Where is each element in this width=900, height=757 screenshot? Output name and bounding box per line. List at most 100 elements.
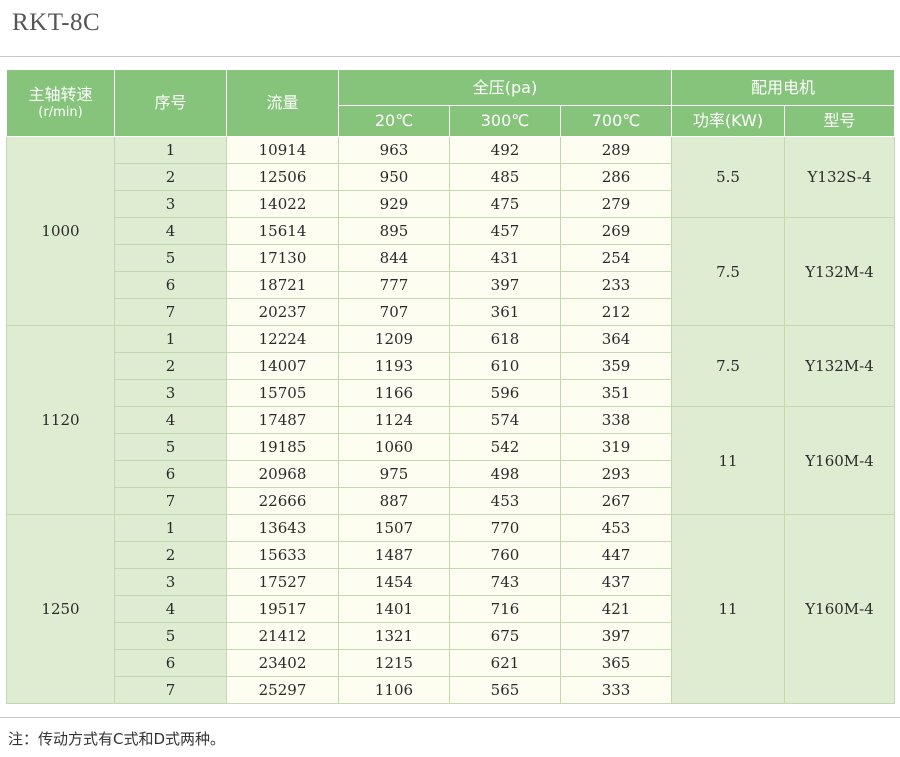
flow-cell: 17527 xyxy=(226,568,339,596)
bottom-divider xyxy=(0,717,900,718)
pressure-700-cell: 364 xyxy=(559,325,673,353)
table-row: 7 22666 887 453 267 xyxy=(7,487,895,515)
table-body: 1000 1 10914 963 492 289 5.5 Y132S-4 2 12506 950 48… xyxy=(6,136,896,704)
pressure-700-cell: 453 xyxy=(559,514,673,542)
flow-cell: 14022 xyxy=(226,190,339,218)
pressure-700-cell: 293 xyxy=(559,460,673,488)
speed-cell: 1250 xyxy=(6,514,115,704)
flow-cell: 22666 xyxy=(226,487,339,515)
flow-cell: 15614 xyxy=(226,217,339,245)
flow-cell: 21412 xyxy=(226,622,339,650)
header-speed: 主轴转速 (r/min) xyxy=(6,69,115,137)
flow-cell: 23402 xyxy=(226,649,339,677)
table-row: 4 17487 1124 574 338 11 Y160M-4 xyxy=(7,406,896,515)
pressure-300-cell: 760 xyxy=(449,541,561,569)
pressure-300-cell: 618 xyxy=(449,325,561,353)
table-row: 2 15633 1487 760 447 xyxy=(7,541,895,569)
top-divider xyxy=(0,56,900,57)
pressure-700-cell: 233 xyxy=(559,271,673,299)
motor-power-cell: 5.5 xyxy=(671,136,786,218)
pressure-300-cell: 574 xyxy=(449,406,561,434)
header-no: 序号 xyxy=(114,69,227,137)
pressure-20-cell: 1487 xyxy=(338,541,450,569)
row-number-cell: 5 xyxy=(114,244,227,272)
table-row: 6 20968 975 498 293 xyxy=(7,460,895,488)
row-number-cell: 5 xyxy=(114,433,227,461)
pressure-300-cell: 485 xyxy=(449,163,561,191)
pressure-20-cell: 895 xyxy=(338,217,450,245)
pressure-700-cell: 437 xyxy=(559,568,673,596)
flow-cell: 12506 xyxy=(226,163,339,191)
header-model: 型号 xyxy=(784,105,896,137)
speed-cell: 1120 xyxy=(6,325,115,515)
flow-cell: 10914 xyxy=(226,136,339,164)
table-row: 4 19517 1401 716 421 xyxy=(7,595,895,623)
row-number-cell: 1 xyxy=(114,514,227,542)
flow-cell: 20237 xyxy=(226,298,339,326)
pressure-20-cell: 975 xyxy=(338,460,450,488)
header-flow: 流量 xyxy=(226,69,339,137)
pressure-20-cell: 1166 xyxy=(338,379,450,407)
pressure-20-cell: 929 xyxy=(338,190,450,218)
pressure-300-cell: 716 xyxy=(449,595,561,623)
pressure-700-cell: 267 xyxy=(559,487,673,515)
motor-power-cell: 11 xyxy=(671,406,786,515)
header-power: 功率(KW) xyxy=(671,105,786,137)
flow-cell: 13643 xyxy=(226,514,339,542)
header-temp-20: 20℃ xyxy=(338,105,450,137)
flow-cell: 18721 xyxy=(226,271,339,299)
motor-model-cell: Y132M-4 xyxy=(784,325,896,407)
pressure-20-cell: 1106 xyxy=(338,676,450,704)
pressure-300-cell: 743 xyxy=(449,568,561,596)
row-number-cell: 4 xyxy=(114,595,227,623)
row-number-cell: 6 xyxy=(114,649,227,677)
row-number-cell: 7 xyxy=(114,298,227,326)
pressure-300-cell: 453 xyxy=(449,487,561,515)
flow-cell: 17487 xyxy=(226,406,339,434)
flow-cell: 12224 xyxy=(226,325,339,353)
row-number-cell: 3 xyxy=(114,190,227,218)
pressure-300-cell: 431 xyxy=(449,244,561,272)
footnote: 注：传动方式有C式和D式两种。 xyxy=(8,728,225,749)
table-row: 3 15705 1166 596 351 xyxy=(7,379,895,407)
row-number-cell: 4 xyxy=(114,217,227,245)
pressure-20-cell: 887 xyxy=(338,487,450,515)
header-pressure: 全压(pa) xyxy=(337,69,673,106)
table-row: 5 17130 844 431 254 xyxy=(7,244,895,272)
pressure-700-cell: 397 xyxy=(559,622,673,650)
table-row: 3 14022 929 475 279 xyxy=(7,190,895,218)
header-speed-label: 主轴转速 xyxy=(28,85,93,105)
table-row: 7 25297 1106 565 333 xyxy=(7,676,895,704)
pressure-20-cell: 1124 xyxy=(338,406,450,434)
pressure-300-cell: 475 xyxy=(449,190,561,218)
pressure-300-cell: 770 xyxy=(449,514,561,542)
table-row: 5 21412 1321 675 397 xyxy=(7,622,895,650)
row-number-cell: 2 xyxy=(114,541,227,569)
pressure-300-cell: 610 xyxy=(449,352,561,380)
header-speed-unit: (r/min) xyxy=(38,104,83,120)
footnote-label: 注： xyxy=(8,730,39,748)
row-number-cell: 5 xyxy=(114,622,227,650)
pressure-300-cell: 397 xyxy=(449,271,561,299)
pressure-300-cell: 498 xyxy=(449,460,561,488)
table-row: 5 19185 1060 542 319 xyxy=(7,433,895,461)
row-number-cell: 7 xyxy=(114,487,227,515)
table-row: 4 15614 895 457 269 7.5 Y132M-4 xyxy=(7,217,896,326)
motor-model-cell: Y132M-4 xyxy=(784,217,896,326)
pressure-20-cell: 950 xyxy=(338,163,450,191)
footnote-text: 传动方式有C式和D式两种。 xyxy=(38,730,226,748)
pressure-300-cell: 565 xyxy=(449,676,561,704)
row-number-cell: 2 xyxy=(114,352,227,380)
pressure-300-cell: 621 xyxy=(449,649,561,677)
pressure-20-cell: 1321 xyxy=(338,622,450,650)
motor-model-cell: Y132S-4 xyxy=(784,136,896,218)
pressure-20-cell: 1193 xyxy=(338,352,450,380)
pressure-700-cell: 254 xyxy=(559,244,673,272)
row-number-cell: 7 xyxy=(114,676,227,704)
pressure-700-cell: 359 xyxy=(559,352,673,380)
motor-model-cell: Y160M-4 xyxy=(784,514,896,704)
page-title: RKT-8C xyxy=(12,9,101,36)
pressure-700-cell: 212 xyxy=(559,298,673,326)
fan-performance-table: 主轴转速 (r/min) 序号 流量 全压(pa) 配用电机 20℃ 300℃ … xyxy=(6,69,896,704)
flow-cell: 20968 xyxy=(226,460,339,488)
